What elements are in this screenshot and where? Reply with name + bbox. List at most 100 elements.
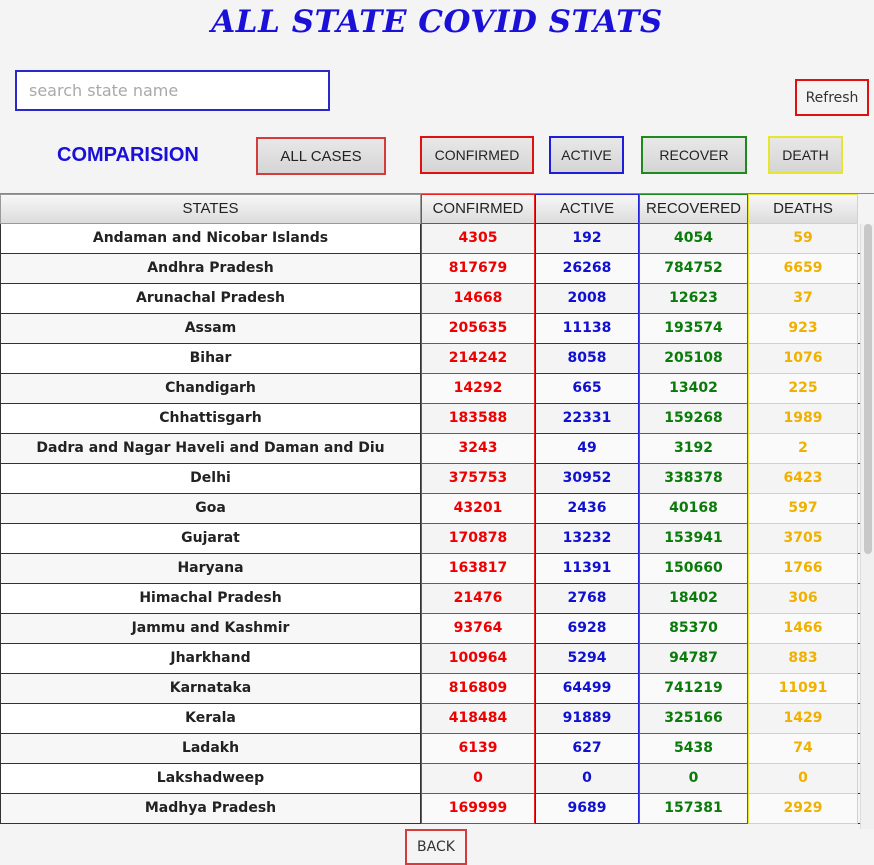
table-row[interactable]: Jammu and Kashmir 93764 6928 85370 1466: [0, 614, 860, 644]
cell-recovered: 325166: [639, 704, 748, 734]
cell-active: 49: [535, 434, 639, 464]
all-cases-button[interactable]: ALL CASES: [256, 137, 386, 175]
recover-button[interactable]: RECOVER: [641, 136, 747, 174]
cell-recovered: 153941: [639, 524, 748, 554]
cell-active: 6928: [535, 614, 639, 644]
cell-state: Chandigarh: [0, 374, 421, 404]
table-body: Andaman and Nicobar Islands 4305 192 4054 59…: [0, 224, 860, 824]
cell-deaths: 1466: [748, 614, 858, 644]
column-header-states[interactable]: STATES: [0, 194, 421, 224]
table-row[interactable]: Andhra Pradesh 817679 26268 784752 6659: [0, 254, 860, 284]
cell-deaths: 225: [748, 374, 858, 404]
cell-active: 2008: [535, 284, 639, 314]
cell-confirmed: 817679: [421, 254, 535, 284]
cell-recovered: 205108: [639, 344, 748, 374]
cell-recovered: 338378: [639, 464, 748, 494]
cell-state: Dadra and Nagar Haveli and Daman and Diu: [0, 434, 421, 464]
refresh-button[interactable]: Refresh: [795, 79, 869, 116]
cell-active: 0: [535, 764, 639, 794]
cell-deaths: 1989: [748, 404, 858, 434]
vertical-scrollbar[interactable]: [860, 224, 874, 829]
table-row[interactable]: Karnataka 816809 64499 741219 11091: [0, 674, 860, 704]
cell-confirmed: 14292: [421, 374, 535, 404]
cell-confirmed: 4305: [421, 224, 535, 254]
table-row[interactable]: Gujarat 170878 13232 153941 3705: [0, 524, 860, 554]
cell-state: Gujarat: [0, 524, 421, 554]
cell-state: Andhra Pradesh: [0, 254, 421, 284]
table-row[interactable]: Assam 205635 11138 193574 923: [0, 314, 860, 344]
cell-confirmed: 183588: [421, 404, 535, 434]
cell-active: 13232: [535, 524, 639, 554]
cell-deaths: 306: [748, 584, 858, 614]
table-row[interactable]: Haryana 163817 11391 150660 1766: [0, 554, 860, 584]
cell-state: Jharkhand: [0, 644, 421, 674]
table-row[interactable]: Andaman and Nicobar Islands 4305 192 4054 59: [0, 224, 860, 254]
table-row[interactable]: Chhattisgarh 183588 22331 159268 1989: [0, 404, 860, 434]
table-row[interactable]: Chandigarh 14292 665 13402 225: [0, 374, 860, 404]
cell-confirmed: 205635: [421, 314, 535, 344]
table-row[interactable]: Jharkhand 100964 5294 94787 883: [0, 644, 860, 674]
cell-state: Ladakh: [0, 734, 421, 764]
cell-active: 2436: [535, 494, 639, 524]
cell-confirmed: 375753: [421, 464, 535, 494]
cell-state: Lakshadweep: [0, 764, 421, 794]
cell-confirmed: 6139: [421, 734, 535, 764]
column-header-active[interactable]: ACTIVE: [535, 194, 639, 224]
cell-recovered: 40168: [639, 494, 748, 524]
table-row[interactable]: Goa 43201 2436 40168 597: [0, 494, 860, 524]
column-header-deaths[interactable]: DEATHS: [748, 194, 858, 224]
cell-recovered: 0: [639, 764, 748, 794]
cell-recovered: 4054: [639, 224, 748, 254]
table-row[interactable]: Bihar 214242 8058 205108 1076: [0, 344, 860, 374]
cell-state: Karnataka: [0, 674, 421, 704]
table-row[interactable]: Kerala 418484 91889 325166 1429: [0, 704, 860, 734]
cell-confirmed: 100964: [421, 644, 535, 674]
table-row[interactable]: Himachal Pradesh 21476 2768 18402 306: [0, 584, 860, 614]
cell-state: Haryana: [0, 554, 421, 584]
cell-confirmed: 43201: [421, 494, 535, 524]
cell-confirmed: 0: [421, 764, 535, 794]
table-row[interactable]: Delhi 375753 30952 338378 6423: [0, 464, 860, 494]
column-header-recovered[interactable]: RECOVERED: [639, 194, 748, 224]
cell-deaths: 597: [748, 494, 858, 524]
cell-deaths: 2: [748, 434, 858, 464]
cell-recovered: 85370: [639, 614, 748, 644]
cell-active: 11391: [535, 554, 639, 584]
cell-deaths: 59: [748, 224, 858, 254]
cell-state: Kerala: [0, 704, 421, 734]
cell-confirmed: 14668: [421, 284, 535, 314]
search-input[interactable]: [15, 70, 330, 111]
table-row[interactable]: Madhya Pradesh 169999 9689 157381 2929: [0, 794, 860, 824]
cell-active: 9689: [535, 794, 639, 824]
column-header-confirmed[interactable]: CONFIRMED: [421, 194, 535, 224]
cell-state: Bihar: [0, 344, 421, 374]
table-row[interactable]: Dadra and Nagar Haveli and Daman and Diu…: [0, 434, 860, 464]
cell-recovered: 3192: [639, 434, 748, 464]
table-row[interactable]: Ladakh 6139 627 5438 74: [0, 734, 860, 764]
cell-active: 8058: [535, 344, 639, 374]
scrollbar-thumb[interactable]: [864, 224, 872, 554]
cell-state: Andaman and Nicobar Islands: [0, 224, 421, 254]
cell-state: Himachal Pradesh: [0, 584, 421, 614]
death-button[interactable]: DEATH: [768, 136, 843, 174]
cell-recovered: 5438: [639, 734, 748, 764]
active-button[interactable]: ACTIVE: [549, 136, 624, 174]
cell-confirmed: 816809: [421, 674, 535, 704]
cell-state: Assam: [0, 314, 421, 344]
cell-deaths: 1429: [748, 704, 858, 734]
back-button[interactable]: BACK: [405, 829, 467, 865]
cell-confirmed: 93764: [421, 614, 535, 644]
cell-deaths: 1766: [748, 554, 858, 584]
table-header: STATES CONFIRMED ACTIVE RECOVERED DEATHS: [0, 194, 860, 224]
cell-active: 192: [535, 224, 639, 254]
table-row[interactable]: Arunachal Pradesh 14668 2008 12623 37: [0, 284, 860, 314]
table-row[interactable]: Lakshadweep 0 0 0 0: [0, 764, 860, 794]
cell-recovered: 94787: [639, 644, 748, 674]
cell-confirmed: 163817: [421, 554, 535, 584]
confirmed-button[interactable]: CONFIRMED: [420, 136, 534, 174]
cell-deaths: 74: [748, 734, 858, 764]
cell-deaths: 2929: [748, 794, 858, 824]
cell-deaths: 3705: [748, 524, 858, 554]
cell-deaths: 1076: [748, 344, 858, 374]
cell-recovered: 13402: [639, 374, 748, 404]
